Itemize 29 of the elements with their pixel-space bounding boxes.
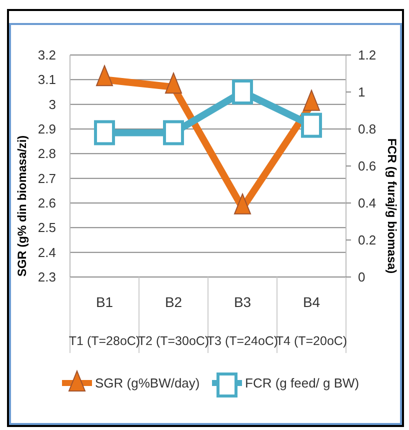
- y-tick-label: 3.1: [38, 72, 56, 88]
- point: [232, 80, 253, 104]
- y-tick-label: 3.2: [38, 48, 56, 63]
- y2-tick-label: 1: [358, 84, 366, 100]
- y2-tick-label: 0.2: [358, 232, 376, 248]
- point: [301, 112, 322, 138]
- category-label: B1 T1 (T=28oC): [68, 294, 140, 348]
- point: [163, 120, 184, 146]
- category-label: B4 T4 (T=20oC): [276, 294, 348, 348]
- y-tick-label: 2.6: [38, 196, 56, 211]
- y-axis-title: SGR (g% din biomasa/zi): [15, 135, 29, 277]
- category-label: B2 T2 (T=30oC): [138, 294, 210, 348]
- y-tick-label: 2.3: [38, 270, 56, 285]
- y-tick-label: 2.8: [38, 146, 56, 162]
- y2-axis-title: FCR (g furaj/g biomasa): [385, 138, 399, 274]
- y-tick-label: 2.7: [38, 170, 56, 186]
- legend-label: SGR (g%BW/day): [95, 376, 200, 391]
- y-tick-label: 2.9: [38, 122, 56, 137]
- y-tick-label: 2.5: [38, 220, 56, 236]
- y2-tick-label: 1.2: [358, 48, 376, 63]
- y-tick-label: 3: [48, 96, 56, 112]
- category-label: B3 T3 (T=24oC): [206, 294, 278, 348]
- point: [94, 120, 115, 146]
- y2-tick-label: 0.4: [358, 196, 376, 211]
- legend-label: FCR (g feed/ g BW): [245, 376, 360, 391]
- y2-tick-label: 0.8: [358, 122, 376, 137]
- y2-tick-label: 0: [358, 270, 366, 285]
- y2-tick-label: 0.6: [358, 158, 376, 174]
- y-tick-label: 2.4: [38, 244, 56, 260]
